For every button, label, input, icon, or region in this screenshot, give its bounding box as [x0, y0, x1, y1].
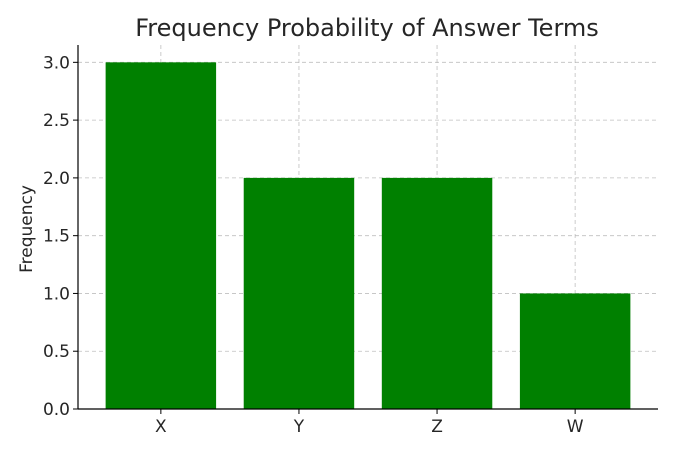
y-tick-label: 2.0	[43, 169, 70, 189]
bar-x	[105, 62, 217, 409]
bar-y	[243, 177, 355, 409]
bar-z	[381, 177, 493, 409]
bars	[105, 62, 631, 409]
y-tick-label: 3.0	[43, 53, 70, 73]
chart-title: Frequency Probability of Answer Terms	[135, 14, 599, 42]
bar-w	[519, 293, 631, 409]
y-tick-label: 1.0	[43, 284, 70, 304]
y-ticks: 0.0 0.5 1.0 1.5 2.0 2.5 3.0	[43, 53, 78, 420]
y-tick-label: 2.5	[43, 111, 70, 131]
y-tick-label: 0.0	[43, 400, 70, 420]
x-tick-label: Y	[293, 417, 305, 437]
x-tick-label: X	[155, 417, 167, 437]
y-axis-label: Frequency	[17, 185, 37, 273]
y-tick-label: 0.5	[43, 342, 70, 362]
axes	[77, 45, 658, 410]
y-tick-label: 1.5	[43, 227, 70, 247]
x-tick-label: Z	[431, 417, 443, 437]
x-tick-label: W	[567, 417, 584, 437]
